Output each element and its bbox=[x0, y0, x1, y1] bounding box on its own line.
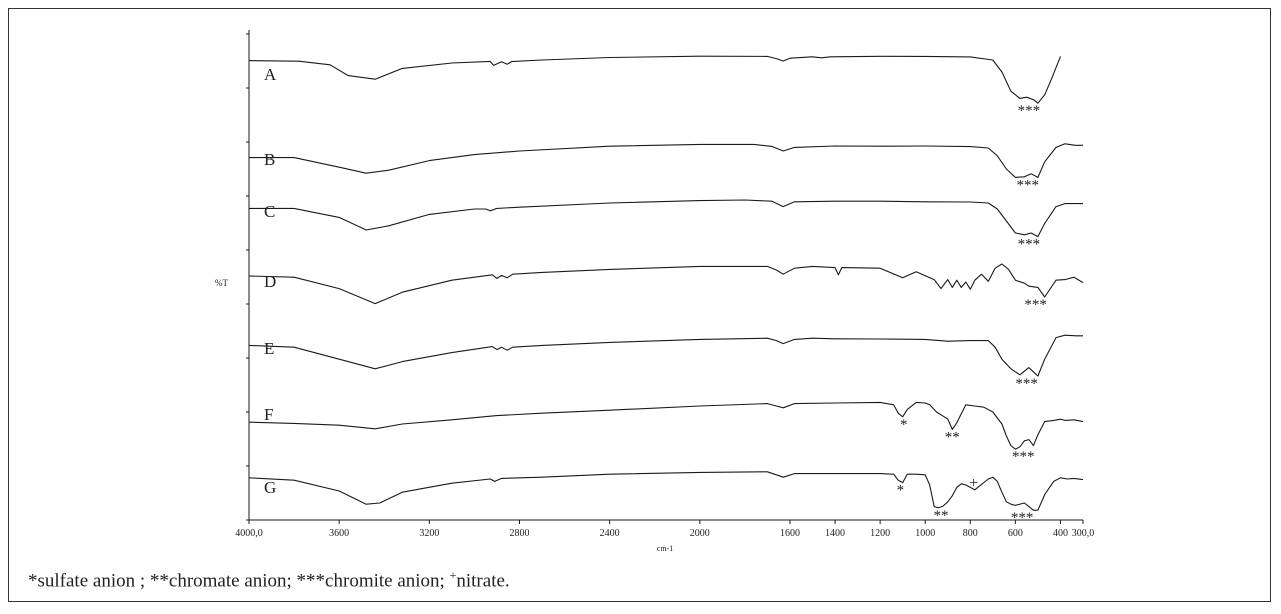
x-axis-label: cm-1 bbox=[657, 544, 673, 553]
series-label-a: A bbox=[264, 65, 277, 84]
x-tick-label: 800 bbox=[963, 528, 978, 539]
x-tick-label: 2000 bbox=[690, 528, 710, 539]
x-tick-label: 3600 bbox=[329, 528, 349, 539]
x-tick-label: 1600 bbox=[780, 528, 800, 539]
figure-frame bbox=[8, 8, 1271, 602]
spectrum-line-c bbox=[249, 199, 1083, 238]
series-label-f: F bbox=[264, 405, 273, 424]
peak-annotation: *** bbox=[1011, 510, 1034, 526]
spectrum-line-a bbox=[248, 55, 1062, 104]
peak-annotation: *** bbox=[1017, 177, 1040, 193]
series-label-c: C bbox=[264, 202, 275, 221]
x-tick-label: 400 bbox=[1053, 528, 1068, 539]
x-tick-label: 4000,0 bbox=[235, 528, 263, 539]
series-label-d: D bbox=[264, 272, 276, 291]
caption-text-end: nitrate. bbox=[456, 570, 510, 592]
peak-annotation: * bbox=[897, 483, 905, 499]
series-labels-group: A B C D E F G bbox=[264, 65, 277, 497]
x-tick-label: 1400 bbox=[825, 528, 845, 539]
peak-annotation: *** bbox=[1012, 449, 1035, 465]
spectrum-line-d bbox=[248, 263, 1084, 305]
caption-text: *sulfate anion ; **chromate anion; ***ch… bbox=[28, 570, 450, 592]
x-tick-label: 300,0 bbox=[1072, 528, 1095, 539]
caption-superscript: + bbox=[449, 568, 457, 582]
series-label-g: G bbox=[264, 478, 276, 497]
annotations-group: ************************+*** bbox=[897, 103, 1047, 526]
series-label-e: E bbox=[264, 339, 274, 358]
spectrum-line-b bbox=[249, 143, 1084, 178]
spectrum-line-f bbox=[248, 401, 1084, 450]
x-tick-label: 1000 bbox=[915, 528, 935, 539]
tick-group: 4000,0 3600 3200 2800 2400 2000 1600 1400 1200 10… bbox=[235, 33, 1095, 539]
x-tick-label: 3200 bbox=[419, 528, 439, 539]
y-axis-label: %T bbox=[215, 278, 228, 288]
x-tick-label: 2400 bbox=[600, 528, 620, 539]
spectrum-line-g bbox=[248, 471, 1084, 511]
x-tick-label: 1200 bbox=[870, 528, 890, 539]
peak-annotation: *** bbox=[1018, 237, 1041, 253]
series-group bbox=[248, 55, 1084, 511]
peak-annotation: *** bbox=[1018, 103, 1041, 119]
ftir-spectra-chart: 4000,0 3600 3200 2800 2400 2000 1600 1400 1200 10… bbox=[215, 30, 1095, 553]
spectrum-line-e bbox=[248, 334, 1083, 377]
axes-group bbox=[248, 30, 1083, 521]
peak-annotation: ** bbox=[945, 429, 960, 445]
x-tick-label: 2800 bbox=[509, 528, 529, 539]
peak-annotation: * bbox=[900, 417, 908, 433]
x-tick-label: 600 bbox=[1008, 528, 1023, 539]
figure-caption: *sulfate anion ; **chromate anion; ***ch… bbox=[28, 568, 510, 592]
series-label-b: B bbox=[264, 150, 275, 169]
peak-annotation: + bbox=[969, 475, 978, 492]
peak-annotation: *** bbox=[1015, 376, 1038, 392]
peak-annotation: *** bbox=[1024, 297, 1047, 313]
peak-annotation: ** bbox=[933, 508, 948, 524]
